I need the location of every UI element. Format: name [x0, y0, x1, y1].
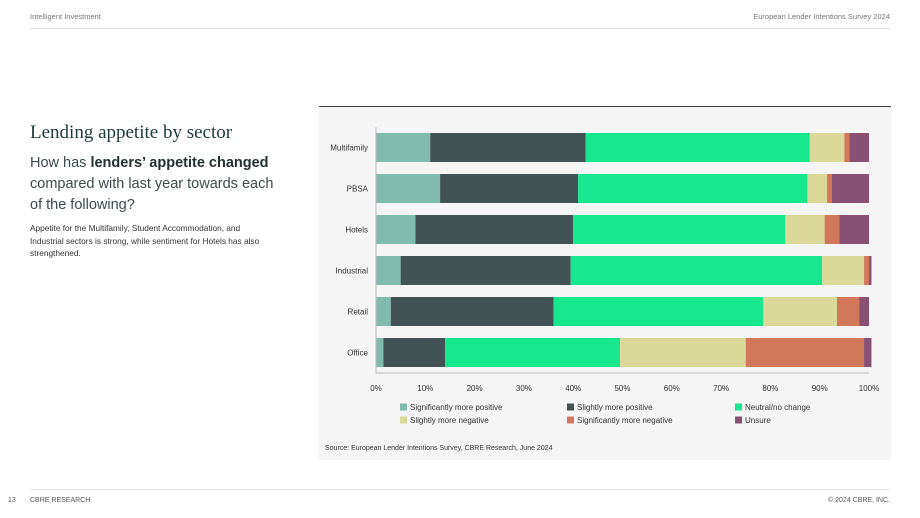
question-text-2: compared with last year towards each of …	[30, 176, 274, 213]
stacked-bar-chart: Multifamily PBSA Hotels Industrial Retail Off…	[330, 127, 879, 425]
x-tick-label: 80%	[762, 384, 778, 393]
bar-industrial-significantly-more-negative	[864, 256, 869, 285]
bar-office-neutral-no-change	[445, 338, 621, 367]
y-tick-label: Industrial	[336, 267, 369, 276]
bar-pbsa-slightly-more-positive	[440, 174, 579, 203]
survey-question: How has lenders’ appetite changed compar…	[30, 153, 275, 216]
bar-retail-slightly-more-negative	[763, 297, 837, 326]
chart-panel: Multifamily PBSA Hotels Industrial Retail Off…	[319, 106, 891, 460]
description: Appetite for the Multifamily, Student Ac…	[30, 223, 260, 258]
legend-swatch-significantly-more-positive	[400, 403, 407, 411]
x-tick-label: 100%	[859, 384, 879, 393]
bar-multifamily-significantly-more-positive	[376, 133, 431, 162]
bar-pbsa-unsure	[832, 174, 869, 203]
x-tick-label: 20%	[467, 384, 483, 393]
bar-multifamily-slightly-more-positive	[430, 133, 586, 162]
bar-hotels-slightly-more-negative	[785, 215, 825, 244]
x-tick-label: 70%	[713, 384, 729, 393]
bar-retail-neutral-no-change	[553, 297, 764, 326]
y-tick-label: PBSA	[347, 185, 369, 194]
y-tick-label: Office	[347, 349, 368, 358]
bar-retail-slightly-more-positive	[390, 297, 554, 326]
bar-office-significantly-more-negative	[745, 338, 865, 367]
footer-brand: CBRE RESEARCH	[30, 497, 91, 504]
bar-office-slightly-more-negative	[620, 338, 746, 367]
footer-divider	[30, 489, 890, 490]
page-title: Lending appetite by sector	[30, 122, 233, 143]
bar-office-slightly-more-positive	[383, 338, 446, 367]
page-number: 13	[8, 497, 16, 504]
bar-multifamily-neutral-no-change	[585, 133, 810, 162]
bar-hotels-unsure	[839, 215, 869, 244]
chart-source: Source: European Lender Intentions Surve…	[325, 445, 553, 452]
legend-swatch-significantly-more-negative	[567, 416, 574, 424]
x-tick-label: 50%	[614, 384, 630, 393]
question-bold-text: lenders’ appetite changed	[90, 155, 269, 171]
legend-label-unsure: Unsure	[745, 416, 771, 425]
x-tick-label: 30%	[516, 384, 532, 393]
question-text-1: How has	[30, 155, 91, 171]
bar-multifamily-slightly-more-negative	[809, 133, 845, 162]
bar-multifamily-significantly-more-negative	[844, 133, 850, 162]
legend-swatch-neutral-no-change	[735, 403, 742, 411]
bar-hotels-significantly-more-positive	[376, 215, 416, 244]
bar-hotels-neutral-no-change	[573, 215, 786, 244]
bar-industrial-significantly-more-positive	[376, 256, 401, 285]
y-tick-label: Hotels	[345, 226, 368, 235]
bar-industrial-slightly-more-negative	[822, 256, 865, 285]
x-tick-label: 10%	[417, 384, 433, 393]
bar-office-unsure	[864, 338, 872, 367]
bar-pbsa-significantly-more-negative	[827, 174, 833, 203]
legend-label-slightly-more-positive: Slightly more positive	[577, 403, 653, 412]
x-tick-label: 60%	[664, 384, 680, 393]
bar-industrial-neutral-no-change	[570, 256, 823, 285]
legend-label-neutral-no-change: Neutral/no change	[745, 403, 811, 412]
footer-copyright: © 2024 CBRE, INC.	[828, 497, 890, 504]
bar-industrial-unsure	[869, 256, 872, 285]
bar-retail-significantly-more-negative	[836, 297, 860, 326]
legend-label-significantly-more-negative: Significantly more negative	[577, 416, 673, 425]
bar-pbsa-significantly-more-positive	[376, 174, 441, 203]
bar-multifamily-unsure	[849, 133, 869, 162]
bar-hotels-significantly-more-negative	[824, 215, 840, 244]
x-tick-label: 90%	[812, 384, 828, 393]
x-tick-label: 0%	[370, 384, 382, 393]
bar-pbsa-slightly-more-negative	[807, 174, 828, 203]
x-tick-label: 40%	[565, 384, 581, 393]
bar-pbsa-neutral-no-change	[578, 174, 808, 203]
header-divider	[30, 28, 890, 29]
y-tick-label: Retail	[348, 308, 369, 317]
header-left: Intelligent Investment	[30, 12, 101, 21]
header-right: European Lender Intentions Survey 2024	[753, 12, 890, 21]
bar-retail-unsure	[859, 297, 869, 326]
legend-label-significantly-more-positive: Significantly more positive	[410, 403, 503, 412]
legend-swatch-slightly-more-positive	[567, 403, 574, 411]
legend-swatch-slightly-more-negative	[400, 416, 407, 424]
bar-office-significantly-more-positive	[376, 338, 384, 367]
y-tick-label: Multifamily	[330, 144, 368, 153]
bar-hotels-slightly-more-positive	[415, 215, 574, 244]
legend-swatch-unsure	[735, 416, 742, 424]
bar-retail-significantly-more-positive	[376, 297, 391, 326]
bar-industrial-slightly-more-positive	[400, 256, 571, 285]
legend-label-slightly-more-negative: Slightly more negative	[410, 416, 489, 425]
